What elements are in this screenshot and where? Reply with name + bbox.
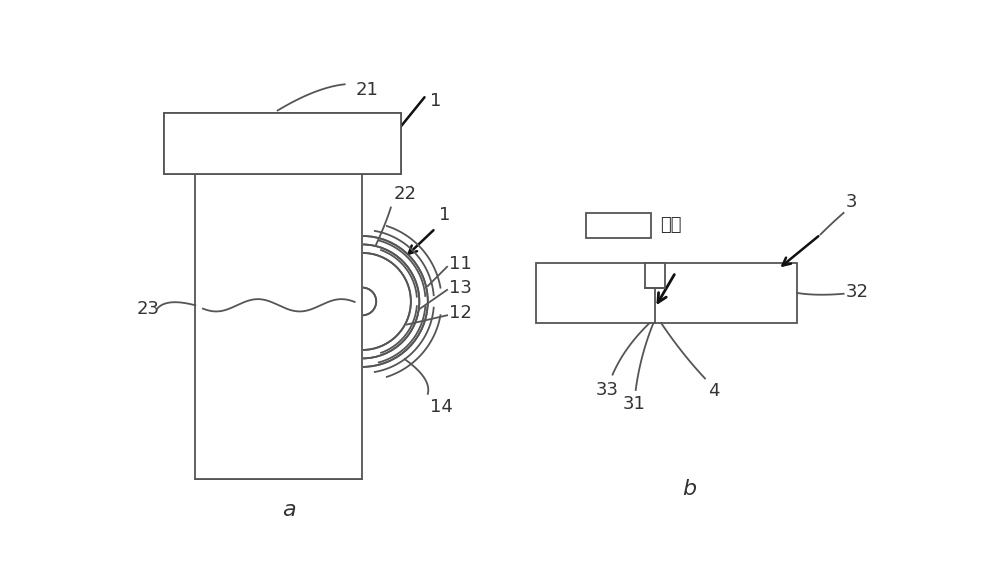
Text: 光源: 光源: [660, 216, 682, 234]
Text: 12: 12: [449, 304, 472, 322]
Text: 1: 1: [430, 92, 441, 110]
Bar: [195, 174, 362, 478]
Bar: [194, 174, 363, 480]
Bar: [645, 263, 665, 288]
Bar: [195, 174, 362, 478]
Text: 1: 1: [439, 207, 451, 224]
Text: 4: 4: [708, 382, 720, 400]
Text: 3: 3: [846, 193, 857, 211]
Text: 13: 13: [449, 279, 472, 296]
Text: 11: 11: [449, 255, 472, 274]
Bar: [164, 113, 401, 174]
Bar: [195, 174, 362, 478]
Text: 23: 23: [137, 300, 160, 318]
Bar: [164, 113, 401, 174]
Text: 32: 32: [846, 283, 869, 301]
Text: a: a: [282, 500, 296, 520]
Text: 31: 31: [623, 396, 646, 413]
Bar: [195, 174, 362, 478]
Text: 14: 14: [430, 397, 453, 416]
Text: b: b: [683, 478, 697, 498]
Text: 21: 21: [355, 81, 378, 99]
Text: 33: 33: [596, 381, 619, 399]
Bar: [586, 213, 651, 238]
Bar: [536, 263, 797, 323]
Text: 22: 22: [394, 185, 417, 203]
